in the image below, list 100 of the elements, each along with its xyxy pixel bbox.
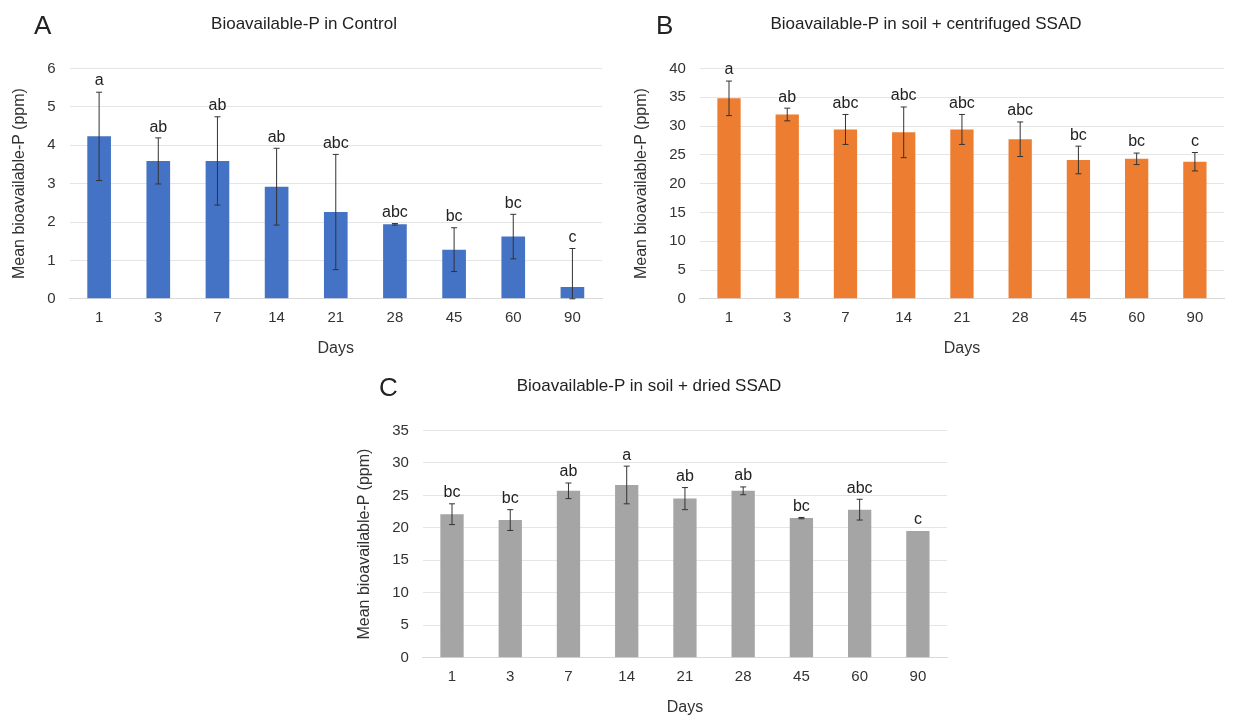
y-axis-title: Mean bioavailable-P (ppm)	[10, 88, 28, 280]
x-tick-label: 90	[1186, 307, 1204, 325]
annotation: bc	[792, 496, 810, 514]
y-tick-label: 35	[669, 87, 686, 105]
x-tick-label: 60	[1128, 307, 1145, 325]
x-tick-label: 3	[783, 307, 792, 325]
annotation: bc	[1069, 125, 1087, 143]
x-axis-title: Days	[317, 338, 354, 356]
x-tick-label: 7	[564, 666, 573, 684]
x-axis-title: Days	[666, 697, 704, 715]
y-tick-label: 10	[392, 582, 409, 600]
y-tick-label: 20	[669, 173, 686, 191]
y-tick-label: 30	[392, 453, 409, 471]
x-axis-title: Days	[943, 338, 981, 356]
y-tick-label: 25	[669, 144, 686, 162]
y-tick-label: 5	[677, 260, 686, 278]
y-tick-label: 3	[47, 173, 56, 191]
bar	[833, 129, 858, 299]
x-tick-label: 45	[445, 307, 463, 325]
chart-title: Bioavailable-P in soil + dried SSAD	[516, 375, 782, 395]
bar	[775, 114, 799, 299]
y-axis-title: Mean bioavailable-P (ppm)	[355, 448, 373, 640]
x-tick-label: 1	[447, 666, 457, 684]
annotation: c	[1190, 131, 1199, 149]
bar	[560, 286, 585, 299]
annotation: abc	[382, 202, 408, 220]
bar	[383, 224, 407, 299]
annotation: a	[94, 71, 104, 89]
bar	[717, 98, 741, 299]
bar	[892, 132, 916, 299]
x-tick-label: 3	[154, 307, 163, 325]
text: B	[656, 10, 674, 41]
text: C	[379, 372, 398, 403]
x-tick-label: 28	[734, 666, 752, 684]
x-tick-label: 14	[618, 666, 636, 684]
bar	[501, 236, 526, 299]
annotation: a	[724, 60, 734, 78]
y-tick-label: 0	[47, 288, 56, 306]
y-axis-title: Mean bioavailable-P (ppm)	[632, 88, 650, 280]
bar	[442, 249, 466, 299]
y-tick-label: 40	[669, 58, 686, 76]
annotation: bc	[504, 193, 522, 211]
annotation: c	[568, 227, 577, 245]
x-tick-label: 60	[851, 666, 868, 684]
y-tick-label: 5	[47, 96, 56, 114]
y-tick-label: 30	[669, 116, 686, 134]
x-tick-label: 21	[676, 666, 694, 684]
y-tick-label: 35	[392, 420, 409, 438]
chart-title: Bioavailable-P in Control	[211, 13, 397, 33]
annotation: a	[622, 445, 632, 463]
annotation: ab	[778, 87, 797, 105]
annotation: bc	[1128, 132, 1146, 150]
annotation: abc	[322, 133, 349, 151]
bar	[1008, 139, 1032, 299]
y-tick-label: 0	[677, 288, 686, 306]
annotation: abc	[846, 478, 873, 496]
x-tick-label: 60	[504, 307, 522, 325]
annotation: c	[913, 509, 922, 527]
y-tick-label: 25	[392, 485, 409, 503]
annotation: abc	[890, 86, 917, 104]
annotation: abc	[1007, 101, 1034, 119]
y-tick-label: 6	[47, 58, 56, 76]
y-tick-label: 15	[669, 202, 686, 220]
annotation: bc	[445, 207, 463, 225]
x-tick-label: 45	[793, 666, 810, 684]
x-tick-label: 28	[1011, 307, 1029, 325]
text: A	[34, 10, 52, 41]
x-tick-label: 45	[1070, 307, 1087, 325]
annotation: ab	[208, 96, 227, 114]
x-tick-label: 1	[94, 307, 104, 325]
annotation: bc	[501, 489, 519, 507]
bar	[87, 136, 111, 299]
annotation: bc	[443, 483, 461, 501]
y-tick-label: 20	[392, 518, 409, 535]
annotation: abc	[832, 93, 859, 111]
y-tick-label: 15	[392, 550, 409, 568]
x-tick-label: 7	[841, 307, 850, 325]
y-tick-label: 0	[400, 647, 409, 665]
x-tick-label: 90	[909, 666, 927, 684]
x-tick-label: 28	[386, 307, 404, 325]
annotation: ab	[734, 466, 753, 484]
bar	[323, 212, 348, 299]
x-tick-label: 21	[953, 307, 971, 325]
y-tick-label: 10	[669, 231, 686, 249]
x-tick-label: 14	[268, 307, 285, 325]
y-tick-label: 2	[47, 212, 56, 230]
x-tick-label: 90	[564, 307, 581, 325]
annotation: abc	[949, 93, 975, 111]
x-tick-label: 21	[327, 307, 345, 325]
x-tick-label: 3	[506, 666, 515, 684]
bar	[264, 186, 289, 299]
y-tick-label: 4	[47, 135, 56, 153]
bar	[1125, 158, 1149, 299]
x-tick-label: 7	[213, 307, 222, 325]
bar	[1183, 161, 1207, 299]
annotation: ab	[559, 462, 578, 480]
annotation: ab	[676, 466, 694, 484]
bar	[1066, 159, 1091, 299]
y-tick-label: 5	[400, 615, 409, 633]
chart-title: Bioavailable-P in soil + centrifuged SSAD	[770, 13, 1082, 33]
